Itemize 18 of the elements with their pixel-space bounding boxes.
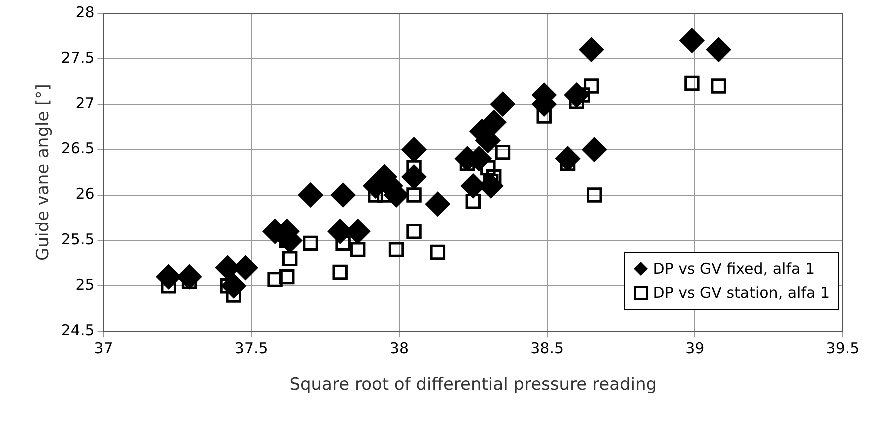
y-tick-label: 26 [76, 185, 95, 204]
x-axis-title: Square root of differential pressure reading [290, 375, 658, 396]
x-tick-label: 38 [390, 339, 410, 358]
y-tick-label: 27 [76, 94, 95, 112]
y-tick-label: 26.5 [61, 140, 95, 158]
legend-label: DP vs GV station, alfa 1 [653, 282, 830, 304]
x-tick-label: 38.5 [530, 339, 564, 358]
y-tick-label: 28 [76, 3, 95, 22]
x-tick-label: 39 [686, 339, 705, 358]
y-tick-label: 24.5 [61, 321, 95, 340]
x-tick-label: 37.5 [234, 339, 268, 358]
legend-label: DP vs GV fixed, alfa 1 [653, 258, 815, 280]
y-axis-title: Guide vane angle [°] [34, 84, 54, 261]
y-tick-label: 25.5 [61, 230, 95, 249]
x-tick-label: 37 [94, 339, 114, 358]
y-tick-label: 25 [76, 276, 95, 294]
x-tick-label: 39.5 [826, 339, 860, 358]
y-tick-label: 27.5 [61, 48, 95, 67]
